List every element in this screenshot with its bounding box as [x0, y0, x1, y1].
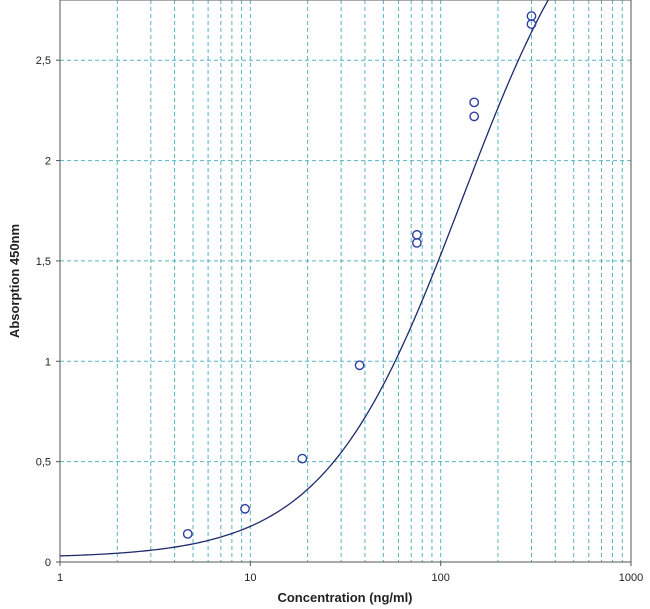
x-grid-lines: [116, 0, 623, 562]
x-tick-label: 1000: [619, 572, 643, 584]
y-axis-title: Absorption 450nm: [7, 224, 22, 338]
y-tick-label: 2: [45, 156, 51, 168]
data-point: [411, 229, 422, 240]
x-tick-label: 100: [431, 572, 449, 584]
data-point: [182, 529, 193, 539]
data-point: [469, 97, 480, 108]
data-point: [240, 503, 250, 514]
data-point: [354, 360, 365, 371]
x-axis-ticks: 1 10 100 1000: [57, 562, 643, 584]
data-point: [469, 111, 480, 122]
y-tick-label: 1,5: [36, 256, 51, 268]
y-tick-label: 1: [45, 356, 51, 368]
data-points: [182, 11, 537, 539]
x-axis-title: Concentration (ng/ml): [277, 590, 412, 605]
y-tick-label: 0: [45, 557, 51, 569]
fit-curve: [59, 0, 549, 557]
y-tick-label: 2,5: [36, 55, 51, 67]
data-point: [526, 11, 537, 21]
plot-frame: [59, 0, 632, 563]
x-tick-label: 10: [244, 572, 256, 584]
data-point: [297, 453, 308, 464]
y-axis-ticks: 0 0,5 1 1,5 2 2,5: [36, 55, 60, 569]
x-tick-label: 1: [57, 572, 63, 584]
y-tick-label: 0,5: [36, 457, 51, 469]
